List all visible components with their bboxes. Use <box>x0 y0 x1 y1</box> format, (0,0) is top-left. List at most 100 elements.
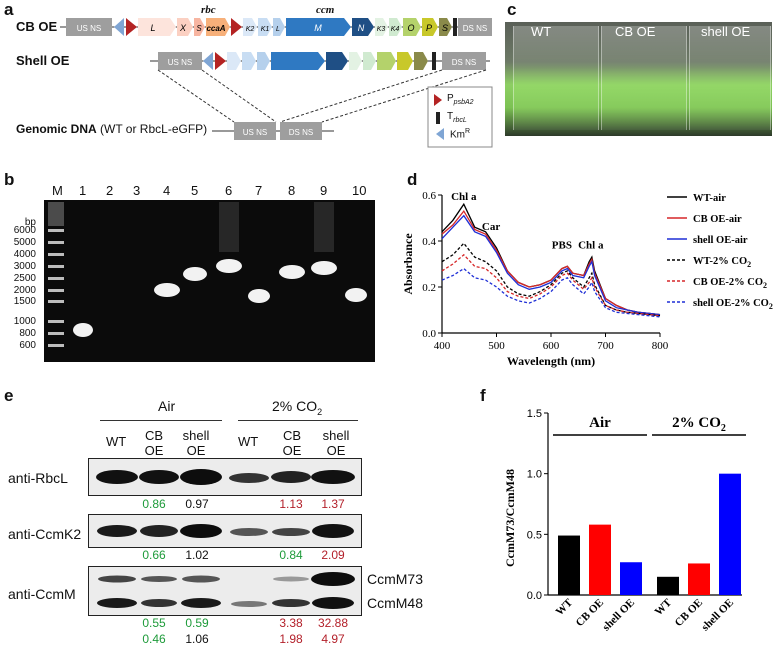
col-shell-oe-co2: shell OE <box>318 428 354 458</box>
recombination-line <box>157 69 235 123</box>
agarose-gel <box>44 200 375 362</box>
photo-label-wt: WT <box>531 24 552 39</box>
band <box>312 524 354 538</box>
cb-gene-X-text: X <box>179 23 187 33</box>
cb-us-ns-box <box>66 18 112 36</box>
culture-photo: WT CB OE shell OE <box>505 22 772 136</box>
genomic-dna-suffix: (WT or RbcL-eGFP) <box>100 122 208 136</box>
col-cb-oe-air-l1: CB <box>144 428 164 443</box>
shell-us-ns-box <box>158 52 202 70</box>
bp-marker-label: 2500 <box>13 273 36 284</box>
group-label-co2: 2% CO2 <box>672 415 726 434</box>
ladder-band <box>48 265 64 268</box>
band-m48 <box>312 597 354 609</box>
bp-marker-label: 4000 <box>13 249 36 260</box>
legend-promoter-text: P <box>447 93 454 104</box>
shell-gene-K3 <box>349 52 362 70</box>
ratio-bar <box>620 562 642 595</box>
co2-group-line <box>238 420 358 421</box>
gel-lane-label: 2 <box>106 183 114 198</box>
shell-terminator <box>432 52 436 70</box>
western-group-co2-sub: 2 <box>317 406 323 417</box>
panel-label-d: d <box>407 170 418 189</box>
m73-cb-co2-value: 3.38 <box>279 616 303 630</box>
bp-marker-label: 600 <box>19 340 36 351</box>
blot-ccmm <box>88 566 362 616</box>
col-shell-oe-air: shell OE <box>178 428 214 458</box>
cb-gene-P-text: P <box>426 23 432 33</box>
y-tick-label: 0.5 <box>527 529 542 541</box>
culture-tube <box>601 26 687 130</box>
col-shell-oe-co2-l1: shell <box>322 428 350 443</box>
cb-gene-S-text: S <box>196 24 202 33</box>
band <box>271 471 311 483</box>
gel-lane-label: 9 <box>320 183 328 198</box>
genomic-ds-ns-box <box>280 122 322 140</box>
cb-gene-ccaA <box>206 18 230 36</box>
pcr-band <box>345 288 367 302</box>
cb-kmr-arrow <box>114 18 124 36</box>
photo-label-cb-oe: CB OE <box>615 24 656 39</box>
gel-lane-label: 6 <box>225 183 233 198</box>
col-cb-oe-co2-l2: OE <box>282 443 302 458</box>
band-m73 <box>311 572 355 586</box>
panel-label-a: a <box>4 0 14 19</box>
y-tick-label: 0.4 <box>422 236 436 248</box>
cb-oe-label: CB OE <box>16 19 58 34</box>
cb-gene-S <box>194 18 205 36</box>
ratio-bar <box>657 576 679 595</box>
gel-lane-label: 8 <box>288 183 296 198</box>
recombination-line <box>201 69 277 123</box>
ratio-bar <box>719 473 741 595</box>
ladder-band <box>48 277 64 280</box>
shell-gene-O <box>377 52 396 70</box>
shell-gene-K2 <box>227 52 241 70</box>
blot-label-ccmk2: anti-CcmK2 <box>8 526 82 542</box>
pcr-band <box>311 261 337 275</box>
col-cb-oe-air: CB OE <box>142 428 166 458</box>
ladder-band <box>48 202 64 226</box>
legend-label: CB OE-2% CO2 <box>693 277 767 290</box>
pcr-band <box>154 283 180 297</box>
cb-gene-O-text: O <box>407 23 414 33</box>
rbcl-shell-air-value: 0.97 <box>185 497 209 511</box>
shell-gene-N <box>326 52 348 70</box>
ladder-band <box>48 320 64 323</box>
cb-gene-L <box>138 18 176 36</box>
cb-gene-K4 <box>389 18 402 36</box>
gel-smear <box>314 202 334 252</box>
cb-gene-L2-text: L <box>276 26 280 33</box>
panel-label-b: b <box>4 170 15 189</box>
cb-gene-M-text: M <box>314 23 322 33</box>
western-group-air: Air <box>158 398 176 414</box>
legend-kmr-text: Km <box>450 129 465 141</box>
western-group-co2: 2% CO2 <box>272 398 322 417</box>
gel-lane-label: 4 <box>163 183 171 198</box>
y-axis-label: CcmM73/CcmM48 <box>503 469 517 567</box>
group-label-air: Air <box>589 415 611 431</box>
genomic-dna-title: Genomic DNA <box>16 122 97 136</box>
cb-promoter-arrow <box>126 18 137 36</box>
ccm-group-label: ccm <box>316 4 335 16</box>
peak-annotation: Chl a <box>578 240 604 252</box>
panel-label-c: c <box>507 0 517 19</box>
m73-shell-air-value: 0.59 <box>185 616 209 630</box>
legend-label: shell OE-2% CO2 <box>693 298 773 311</box>
y-tick-label: 0.0 <box>422 328 436 340</box>
y-tick-label: 0.6 <box>422 190 436 202</box>
spectrum-line <box>441 209 661 316</box>
cb-gene-K4-text: K4 <box>391 26 400 33</box>
y-axis-label: Absorbance <box>401 233 415 295</box>
legend-promoter-label: PpsbA2 <box>447 93 474 106</box>
band <box>139 470 179 484</box>
shell-gene-P <box>397 52 413 70</box>
pcr-band <box>279 265 305 279</box>
cb-gene-S2-text: S <box>442 23 448 33</box>
bp-marker-label: 5000 <box>13 237 36 248</box>
ratio-bar <box>688 563 710 595</box>
col-shell-oe-co2-l2: OE <box>326 443 346 458</box>
blot-label-ccmm: anti-CcmM <box>8 586 76 602</box>
blot-rbcl-bands <box>96 469 355 485</box>
x-tick-label: 400 <box>434 340 451 352</box>
m73-cb-air-value: 0.55 <box>142 616 166 630</box>
